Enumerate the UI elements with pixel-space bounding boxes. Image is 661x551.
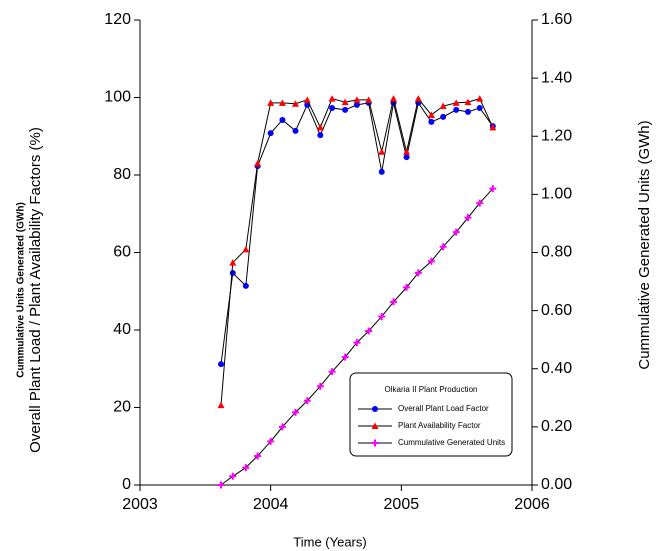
y-tick-label: 0 — [122, 476, 131, 493]
y2-tick-label: 0.20 — [541, 418, 572, 435]
y-tick-label: 80 — [113, 166, 131, 183]
y-tick-label: 120 — [104, 11, 131, 28]
marker — [428, 118, 435, 125]
marker — [414, 95, 422, 102]
marker — [292, 127, 299, 134]
plot-area — [217, 95, 497, 489]
marker — [353, 339, 361, 347]
y2-tick-label: 1.40 — [541, 69, 572, 86]
marker — [372, 406, 378, 412]
marker — [279, 116, 286, 123]
marker — [476, 95, 484, 102]
marker — [242, 282, 249, 289]
marker — [427, 257, 435, 265]
marker — [229, 270, 236, 277]
y2-tick-label: 1.00 — [541, 186, 572, 203]
marker — [229, 472, 237, 480]
marker — [464, 98, 472, 106]
legend: Overall Plant Load Factor Plant Availabil… — [358, 404, 505, 447]
marker — [316, 382, 324, 390]
x-tick-label: 2006 — [514, 496, 550, 513]
y-tick-label: 60 — [113, 244, 131, 261]
marker — [217, 481, 225, 489]
marker — [278, 99, 286, 106]
y2-tick-label: 1.60 — [541, 11, 572, 28]
y2-axis-title: Cummulative Generated Units (GWh) — [636, 120, 653, 369]
marker — [242, 464, 250, 472]
marker — [267, 99, 275, 106]
marker — [267, 437, 275, 445]
marker — [389, 298, 397, 306]
marker — [365, 327, 373, 335]
marker — [427, 111, 435, 118]
series-line — [220, 97, 494, 406]
marker — [464, 108, 471, 115]
legend-label: Overall Plant Load Factor — [398, 404, 489, 413]
marker — [242, 245, 250, 253]
marker — [278, 423, 286, 431]
marker — [317, 132, 324, 139]
y-tick-label: 40 — [113, 321, 131, 338]
marker — [218, 361, 225, 368]
x-tick-label: 2003 — [122, 496, 158, 513]
marker — [341, 98, 349, 106]
marker — [453, 106, 460, 113]
x-tick-label: 2005 — [384, 496, 420, 513]
marker — [254, 159, 262, 167]
marker — [291, 100, 299, 107]
legend-box — [349, 372, 513, 457]
y-tick-label: 100 — [104, 89, 131, 106]
marker — [328, 368, 336, 376]
marker — [389, 95, 397, 102]
marker — [342, 106, 349, 113]
y-tick-label: 20 — [113, 399, 131, 416]
legend-label: Cummulative Generated Units — [398, 438, 505, 447]
marker — [303, 397, 311, 405]
marker — [316, 123, 324, 131]
marker — [464, 214, 472, 222]
marker — [365, 96, 373, 103]
marker — [353, 96, 361, 103]
marker — [403, 148, 411, 155]
marker — [229, 259, 237, 266]
y2-tick-label: 0.60 — [541, 302, 572, 319]
marker — [303, 96, 311, 103]
marker — [378, 168, 385, 175]
x-axis-title: Time (Years) — [293, 534, 366, 549]
y2-tick-label: 1.20 — [541, 127, 572, 144]
marker — [452, 228, 460, 236]
legend-title: Olkaria II Plant Production — [385, 385, 478, 394]
marker — [217, 401, 225, 409]
marker — [341, 353, 349, 361]
y-axis-title: Overall Plant Load / Plant Availability … — [27, 127, 44, 453]
marker — [329, 104, 336, 111]
marker — [452, 99, 460, 106]
y2-tick-label: 0.80 — [541, 244, 572, 261]
x-tick-label: 2004 — [253, 496, 289, 513]
marker — [476, 104, 483, 111]
marker — [254, 452, 262, 460]
marker — [378, 148, 386, 155]
marker — [439, 243, 447, 251]
marker — [328, 95, 336, 102]
marker — [489, 185, 497, 193]
marker — [414, 269, 422, 277]
marker — [476, 199, 484, 207]
marker — [403, 283, 411, 291]
marker — [371, 439, 379, 447]
marker — [371, 422, 379, 429]
marker — [403, 154, 410, 161]
marker — [439, 102, 447, 110]
y2-tick-label: 0.00 — [541, 476, 572, 493]
y2-tick-label: 0.40 — [541, 360, 572, 377]
marker — [440, 113, 447, 120]
marker — [378, 312, 386, 320]
y-axis-title-top: Cummulative Units Generated (GWh) — [16, 202, 27, 378]
marker — [489, 123, 497, 131]
legend-label: Plant Availability Factor — [398, 421, 481, 430]
marker — [267, 130, 274, 137]
marker — [291, 408, 299, 416]
marker — [353, 101, 360, 108]
